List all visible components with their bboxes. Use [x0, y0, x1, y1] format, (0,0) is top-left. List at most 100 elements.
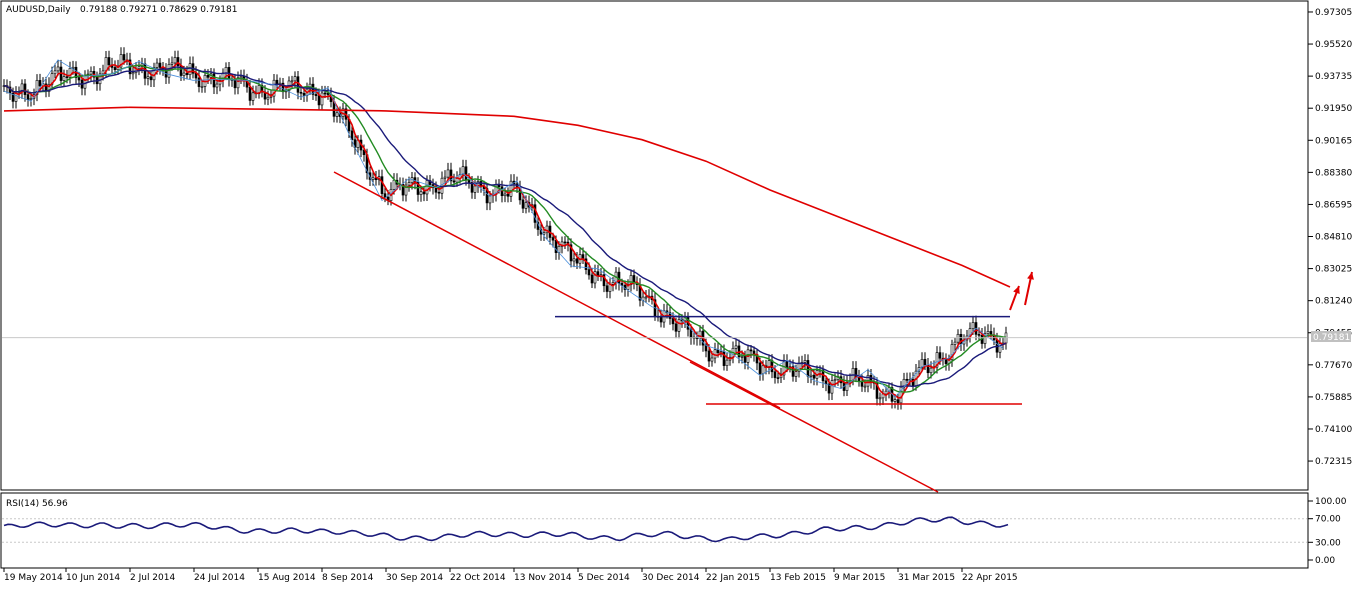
candle-body — [620, 283, 624, 286]
candle-body — [335, 112, 339, 117]
y-tick-label: 0.93735 — [1315, 72, 1352, 82]
candle-body — [56, 66, 60, 72]
candle-body — [725, 359, 729, 366]
x-tick-label: 19 May 2014 — [4, 573, 63, 583]
candle-body — [905, 378, 909, 381]
y-tick-label: 0.81240 — [1315, 297, 1352, 307]
breakout-arrow-1-head — [1013, 286, 1020, 294]
y-tick-label: 0.95520 — [1315, 40, 1352, 50]
candle-body — [452, 180, 456, 183]
candle-body — [533, 204, 537, 223]
candle-body — [239, 76, 243, 79]
candle-body — [392, 179, 396, 190]
candle-body — [803, 360, 807, 363]
breakout-arrow-2-head — [1027, 272, 1034, 280]
x-tick-label: 22 Oct 2014 — [450, 573, 506, 583]
candle-body — [206, 74, 210, 78]
candle-body — [35, 80, 39, 95]
rsi-tick-label: 100.00 — [1315, 497, 1347, 507]
candle-body — [524, 202, 528, 209]
candle-body — [215, 83, 219, 88]
time-axis: 19 May 2014 10 Jun 2014 2 Jul 2014 24 Jul 2… — [3, 568, 1018, 583]
candle-body — [275, 79, 279, 85]
candle-body — [65, 76, 69, 78]
candle-body — [113, 67, 117, 71]
candle-body — [272, 79, 276, 97]
candle-body — [587, 269, 591, 276]
candle-body — [380, 176, 384, 194]
x-tick-label: 22 Apr 2015 — [962, 573, 1018, 583]
candle-body — [299, 92, 303, 94]
candle-body — [23, 83, 27, 95]
candle-body — [782, 361, 786, 376]
candle-body — [596, 271, 600, 276]
x-tick-label: 13 Feb 2015 — [770, 573, 826, 583]
candle-body — [266, 96, 270, 100]
candle-body — [998, 343, 1002, 353]
ma-slow-line — [3, 66, 1007, 388]
ma-long-line — [3, 106, 1011, 288]
candle-body — [551, 237, 555, 241]
x-tick-label: 2 Jul 2014 — [130, 573, 175, 583]
candle-body — [182, 72, 186, 76]
symbol-label: AUDUSD,Daily — [6, 5, 71, 15]
candle-body — [743, 356, 747, 363]
rsi-lines — [3, 516, 1009, 543]
candle-body — [89, 71, 93, 75]
ma-mid-line — [3, 64, 1007, 393]
candle-body — [104, 57, 108, 72]
current-price-text: 0.79181 — [1313, 333, 1350, 343]
candle-body — [188, 63, 192, 75]
candle-body — [794, 371, 798, 377]
candle-body — [83, 74, 87, 89]
candle-body — [122, 54, 126, 61]
candle-body — [929, 367, 933, 374]
candle-body — [155, 62, 159, 68]
y-tick-label: 0.72315 — [1315, 457, 1352, 467]
candle-body — [920, 359, 924, 368]
candle-body — [470, 182, 474, 193]
current-price-tag — [1311, 331, 1351, 342]
x-tick-label: 30 Sep 2014 — [386, 573, 443, 583]
x-tick-label: 5 Dec 2014 — [578, 573, 630, 583]
x-tick-label: 30 Dec 2014 — [642, 573, 700, 583]
candle-body — [956, 333, 960, 343]
candle-body — [602, 274, 606, 287]
candle-body — [443, 176, 447, 179]
candle-body — [131, 72, 135, 75]
rsi-tick-label: 0.00 — [1315, 556, 1335, 566]
candle-body — [809, 374, 813, 377]
candle-body — [959, 333, 963, 345]
candle-body — [896, 399, 900, 404]
candle-body — [503, 193, 507, 197]
candle-body — [734, 345, 738, 349]
x-tick-label: 31 Mar 2015 — [898, 573, 955, 583]
candle-body — [437, 191, 441, 194]
candle-body — [185, 72, 189, 75]
candle-body — [422, 191, 426, 195]
candle-body — [806, 360, 810, 377]
rsi-axis: 100.00 70.00 30.00 0.00 — [2, 497, 1347, 566]
candle-body — [149, 76, 153, 81]
candle-body — [716, 349, 720, 354]
y-tick-label: 0.75885 — [1315, 393, 1352, 403]
candle-body — [248, 86, 252, 101]
candle-body — [611, 282, 615, 285]
candle-body — [170, 62, 174, 65]
candle-body — [146, 76, 150, 79]
candle-body — [659, 316, 663, 323]
rsi-panel-frame — [0, 492, 1309, 569]
candle-body — [200, 86, 204, 88]
candle-body — [251, 92, 255, 101]
candle-body — [98, 73, 102, 85]
candle-body — [464, 166, 468, 181]
candle-body — [593, 271, 597, 284]
candle-body — [632, 275, 636, 283]
rsi-tick-label: 70.00 — [1315, 515, 1341, 525]
candle-body — [320, 92, 324, 106]
candle-body — [884, 390, 888, 395]
rsi-tick-label: 30.00 — [1315, 538, 1341, 548]
candle-body — [317, 95, 321, 106]
